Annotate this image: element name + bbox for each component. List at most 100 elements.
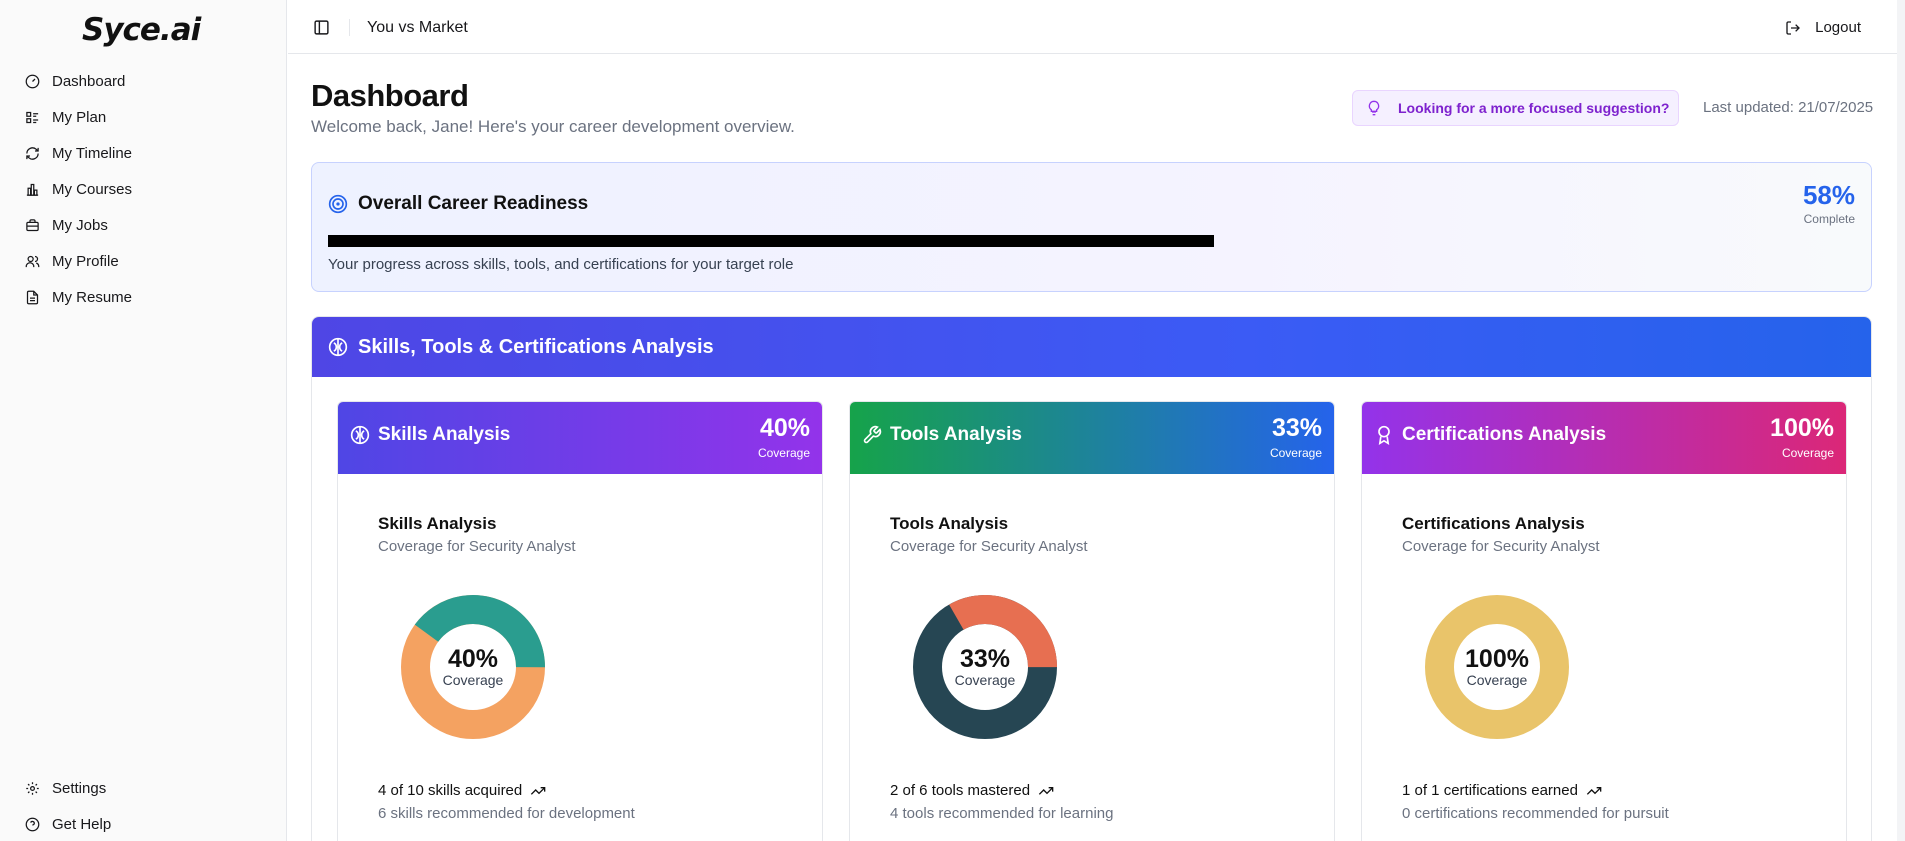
gauge-icon xyxy=(24,73,40,89)
bar-chart-icon xyxy=(24,181,40,197)
analysis-section: Skills, Tools & Certifications Analysis … xyxy=(311,316,1872,841)
certifications-coverage-label: Coverage xyxy=(1781,446,1834,460)
sidebar-item-my-courses[interactable]: My Courses xyxy=(16,171,270,207)
analysis-title: Skills, Tools & Certifications Analysis xyxy=(358,335,714,358)
sidebar-item-label: My Profile xyxy=(52,252,119,270)
briefcase-icon xyxy=(24,217,40,233)
award-icon xyxy=(1378,425,1390,445)
sidebar-toggle-icon xyxy=(313,19,329,35)
tools-coverage-label: Coverage xyxy=(1269,446,1322,460)
skills-donut-chart: 40% Coverage xyxy=(398,592,548,742)
last-updated: Last updated: 21/07/2025 xyxy=(1703,99,1874,116)
list-icon xyxy=(24,109,40,125)
brain-icon xyxy=(328,337,348,357)
gear-icon xyxy=(24,780,40,796)
sidebar-item-label: My Plan xyxy=(52,108,107,126)
analysis-header: Skills, Tools & Certifications Analysis xyxy=(312,317,1871,377)
sidebar-item-label: Settings xyxy=(52,779,107,797)
tools-stat-text: 2 of 6 tools mastered xyxy=(890,782,1031,799)
users-icon xyxy=(24,253,40,269)
topbar: You vs Market Logout xyxy=(288,0,1897,54)
sidebar-item-label: My Courses xyxy=(52,180,133,198)
page-title: Dashboard xyxy=(311,78,469,113)
sidebar: Syce.ai Dashboard My Plan My Timeline My… xyxy=(0,0,287,841)
skills-donut-percent: 40% xyxy=(447,645,499,673)
trending-up-icon xyxy=(531,786,546,795)
topbar-title: You vs Market xyxy=(367,19,468,36)
target-icon xyxy=(328,194,348,214)
skills-donut-svg xyxy=(401,595,545,739)
tools-card-title: Tools Analysis xyxy=(862,424,1022,446)
sidebar-item-dashboard[interactable]: Dashboard xyxy=(16,63,270,99)
certifications-stat-text: 1 of 1 certifications earned xyxy=(1402,782,1578,799)
wrench-icon xyxy=(863,425,882,444)
sidebar-item-my-resume[interactable]: My Resume xyxy=(16,279,270,315)
trending-up-icon xyxy=(1586,786,1602,795)
certifications-donut-svg xyxy=(1425,595,1569,739)
sidebar-item-settings[interactable]: Settings xyxy=(16,770,270,806)
career-readiness-percent: 58% xyxy=(1802,180,1855,210)
lightbulb-icon xyxy=(1368,100,1380,116)
certifications-donut-label: Coverage xyxy=(1466,672,1528,688)
tools-body-title: Tools Analysis xyxy=(890,514,1009,533)
tools-card-title-text: Tools Analysis xyxy=(890,424,1022,445)
tools-stat: 2 of 6 tools mastered xyxy=(890,782,1054,799)
certifications-body-title: Certifications Analysis xyxy=(1402,514,1585,533)
sidebar-nav: Dashboard My Plan My Timeline My Courses… xyxy=(16,63,270,315)
sidebar-item-my-jobs[interactable]: My Jobs xyxy=(16,207,270,243)
skills-stat: 4 of 10 skills acquired xyxy=(378,782,546,799)
skills-donut-center: 40% Coverage xyxy=(398,592,548,742)
logo[interactable]: Syce.ai xyxy=(82,10,201,50)
sidebar-item-my-plan[interactable]: My Plan xyxy=(16,99,270,135)
tools-donut-center: 33% Coverage xyxy=(910,592,1060,742)
sidebar-item-label: Get Help xyxy=(52,815,112,833)
skills-card-title: Skills Analysis xyxy=(350,424,510,446)
certifications-donut-percent: 100% xyxy=(1465,645,1529,673)
career-readiness-label: Overall Career Readiness xyxy=(358,193,589,214)
scrollbar-track[interactable] xyxy=(1897,0,1905,841)
logo-text: Syce.ai xyxy=(82,12,201,48)
sidebar-bottom-nav: Settings Get Help xyxy=(16,770,270,841)
certifications-analysis-card: Certifications Analysis 100% Coverage Ce… xyxy=(1361,401,1847,841)
sidebar-item-my-timeline[interactable]: My Timeline xyxy=(16,135,270,171)
sidebar-item-label: My Jobs xyxy=(52,216,108,234)
focused-suggestion-button[interactable]: Looking for a more focused suggestion? xyxy=(1352,90,1679,126)
sidebar-item-my-profile[interactable]: My Profile xyxy=(16,243,270,279)
certifications-body-subtitle: Coverage for Security Analyst xyxy=(1402,538,1600,555)
career-readiness-title: Overall Career Readiness xyxy=(328,193,588,215)
trending-up-icon xyxy=(1038,786,1054,795)
logout-button[interactable]: Logout xyxy=(1785,19,1861,36)
certifications-donut-chart: 100% Coverage xyxy=(1422,592,1572,742)
skills-card-title-text: Skills Analysis xyxy=(378,424,511,445)
sidebar-toggle-button[interactable] xyxy=(310,16,332,38)
tools-card-header: Tools Analysis 33% Coverage xyxy=(850,402,1334,474)
certifications-card-title: Certifications Analysis xyxy=(1374,424,1606,446)
sidebar-item-label: My Timeline xyxy=(52,144,133,162)
career-readiness-percent-label: Complete xyxy=(1803,212,1855,226)
sidebar-item-get-help[interactable]: Get Help xyxy=(16,806,270,841)
skills-card-header: Skills Analysis 40% Coverage xyxy=(338,402,822,474)
career-readiness-progress-fill xyxy=(328,235,1214,247)
tools-donut-label: Coverage xyxy=(954,672,1016,688)
focused-suggestion-label: Looking for a more focused suggestion? xyxy=(1398,100,1670,116)
topbar-divider xyxy=(349,19,350,36)
career-readiness-progress xyxy=(328,235,1856,247)
tools-recommendation: 4 tools recommended for learning xyxy=(890,805,1114,822)
certifications-card-title-text: Certifications Analysis xyxy=(1402,424,1607,445)
tools-donut-svg xyxy=(913,595,1057,739)
skills-analysis-card: Skills Analysis 40% Coverage Skills Anal… xyxy=(337,401,823,841)
certifications-recommendation: 0 certifications recommended for pursuit xyxy=(1402,805,1669,822)
refresh-icon xyxy=(24,145,40,161)
donut-covered-arc xyxy=(913,595,1057,739)
career-readiness-card: Overall Career Readiness 58% Complete Yo… xyxy=(311,162,1872,292)
certifications-card-header: Certifications Analysis 100% Coverage xyxy=(1362,402,1846,474)
document-icon xyxy=(24,289,40,305)
donut-covered-arc xyxy=(401,595,545,739)
certifications-stat: 1 of 1 certifications earned xyxy=(1402,782,1602,799)
tools-coverage-percent: 33% xyxy=(1271,414,1322,442)
tools-analysis-card: Tools Analysis 33% Coverage Tools Analys… xyxy=(849,401,1335,841)
sidebar-item-label: My Resume xyxy=(52,288,133,306)
tools-donut-percent: 33% xyxy=(959,645,1011,673)
sidebar-item-label: Dashboard xyxy=(52,72,126,90)
skills-donut-label: Coverage xyxy=(442,672,504,688)
